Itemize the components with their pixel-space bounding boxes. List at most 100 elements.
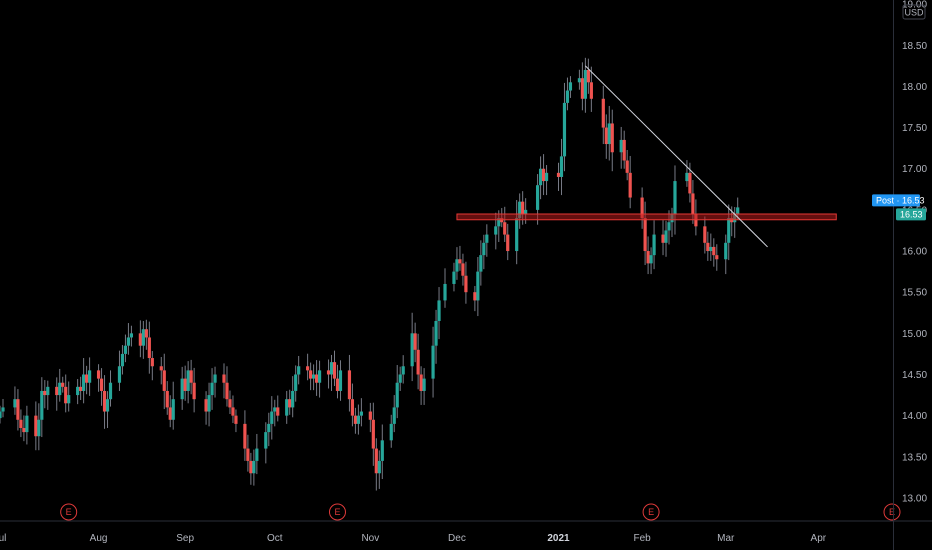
candle-body xyxy=(165,390,169,408)
candle-body xyxy=(249,460,253,474)
candle-body xyxy=(105,399,110,412)
candle xyxy=(225,366,229,407)
candle xyxy=(589,66,593,112)
candle xyxy=(431,326,435,398)
earnings-event-circle xyxy=(642,503,660,521)
candle xyxy=(204,391,208,425)
time-axis-label: Jul xyxy=(0,533,6,544)
resistance-zone[interactable] xyxy=(456,213,837,221)
time-axis-label: Dec xyxy=(448,533,466,544)
candle-body xyxy=(61,382,65,387)
candle-body xyxy=(518,201,522,219)
candle xyxy=(538,156,543,200)
candle xyxy=(353,407,358,434)
candle-body xyxy=(685,172,689,182)
candle-body xyxy=(22,427,26,433)
candle xyxy=(180,366,184,410)
candle-body xyxy=(159,366,163,371)
price-tag[interactable]: 16.53 xyxy=(896,208,926,221)
earnings-event[interactable]: E xyxy=(883,503,901,521)
price-tag[interactable]: Post · 16.53 xyxy=(872,194,925,207)
candle xyxy=(568,76,573,98)
candle-body xyxy=(347,370,352,400)
candle xyxy=(476,257,480,317)
candle-body xyxy=(180,378,184,400)
candle xyxy=(55,377,59,411)
candle xyxy=(168,395,172,428)
candle xyxy=(0,405,2,424)
candle-body xyxy=(395,382,399,408)
earnings-event-circle xyxy=(60,503,78,521)
candle xyxy=(482,234,486,270)
candle-body xyxy=(213,374,217,383)
price-tag-label: Post · 16.53 xyxy=(876,195,925,205)
candle xyxy=(356,404,360,435)
candle xyxy=(374,438,378,491)
candle xyxy=(165,381,169,415)
candle-body xyxy=(434,320,438,346)
price-axis-label: 15.00 xyxy=(902,329,927,340)
candle-body xyxy=(589,82,593,99)
candle-body xyxy=(234,415,238,424)
candle xyxy=(541,154,546,196)
candle xyxy=(580,62,584,111)
candle-body xyxy=(497,218,501,227)
candle xyxy=(479,240,483,286)
candle-body xyxy=(102,390,107,412)
earnings-event[interactable]: E xyxy=(328,503,346,521)
trendline[interactable] xyxy=(585,65,768,248)
candle xyxy=(643,201,647,266)
candle xyxy=(311,364,316,391)
candle-body xyxy=(661,234,665,243)
candle xyxy=(210,368,214,410)
candle-body xyxy=(46,386,50,396)
price-axis-label: 17.50 xyxy=(902,123,927,134)
candle-body xyxy=(431,345,435,379)
candle-body xyxy=(117,366,122,383)
candle xyxy=(117,350,122,391)
earnings-event[interactable]: E xyxy=(60,503,78,521)
candle xyxy=(243,410,247,461)
candle-body xyxy=(353,415,358,424)
candle xyxy=(76,379,80,405)
candle-body xyxy=(356,415,360,424)
candle xyxy=(61,376,65,393)
candle xyxy=(452,262,456,292)
candle-body xyxy=(646,251,650,264)
candle xyxy=(515,200,519,265)
time-axis-label: Mar xyxy=(717,533,735,544)
candle-body xyxy=(443,283,447,301)
candle xyxy=(377,450,381,489)
earnings-event-label: E xyxy=(334,507,340,517)
candle-body xyxy=(126,337,131,346)
candle xyxy=(123,334,128,363)
candle-body xyxy=(129,333,134,338)
time-axis[interactable]: Jul Aug Sep Oct Nov Dec 2021 Feb Mar Apr xyxy=(0,533,827,544)
candle-body xyxy=(76,386,80,396)
candle-body xyxy=(85,374,89,383)
candle xyxy=(183,365,187,401)
candle xyxy=(79,376,83,401)
candle-body xyxy=(413,333,417,350)
candle xyxy=(628,155,632,209)
candle xyxy=(329,354,334,391)
candle xyxy=(147,321,151,374)
candle-body xyxy=(458,259,462,264)
candle xyxy=(455,247,459,280)
candle xyxy=(270,396,274,440)
candle xyxy=(583,57,587,113)
candle xyxy=(434,309,438,364)
candle-body xyxy=(314,374,319,383)
currency-badge[interactable] xyxy=(902,4,926,20)
candle-body xyxy=(87,370,92,383)
candle-body xyxy=(147,337,151,359)
candle xyxy=(335,364,340,399)
candle-body xyxy=(506,234,510,252)
candle xyxy=(40,377,44,438)
candle-body xyxy=(494,226,498,235)
candle-body xyxy=(306,366,310,371)
price-tag-box xyxy=(872,194,920,207)
candle xyxy=(276,395,280,422)
earnings-event[interactable]: E xyxy=(642,503,660,521)
